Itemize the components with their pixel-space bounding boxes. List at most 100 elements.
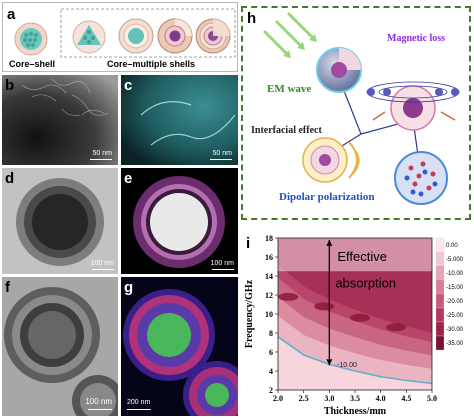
contour-peak <box>278 292 299 301</box>
panel-e-texture <box>133 176 225 268</box>
panel-f-scale-label: 100 nm <box>85 397 112 406</box>
panel-b-texture <box>2 75 118 165</box>
contour-label: -10.00 <box>337 362 357 369</box>
x-tick-label: 4.5 <box>401 394 411 403</box>
panel-g-texture <box>123 289 238 416</box>
panel-f-letter: f <box>5 279 10 296</box>
panel-d-texture <box>2 168 118 274</box>
panel-f-image: f 100 nm <box>2 277 118 416</box>
panel-h-graphics <box>263 12 460 205</box>
contour-peak <box>314 302 335 311</box>
effective-arrow-head-bottom <box>326 359 333 366</box>
annotation-absorption: absorption <box>335 275 396 290</box>
y-tick-label: 2 <box>269 386 273 395</box>
y-tick-label: 4 <box>269 367 273 376</box>
panel-b-scale-bar <box>90 158 112 160</box>
panel-e-letter: e <box>124 170 133 187</box>
colorbar-label: -30.00 <box>446 327 464 333</box>
panel-h-letter: h <box>247 10 257 27</box>
colorbar-swatch <box>435 279 445 295</box>
panel-d-scale-label: 100 nm <box>90 260 114 267</box>
panel-h-diagram: h EM wave Magnetic loss Interfacial effe… <box>241 6 471 220</box>
colorbar-label: -25.00 <box>446 313 464 319</box>
panel-b-letter: b <box>5 77 15 94</box>
magnetic-loss-label: Magnetic loss <box>387 33 446 44</box>
colorbar-swatch <box>435 265 445 281</box>
panel-e-image: e 100 nm <box>121 168 238 274</box>
colorbar-swatch <box>435 293 445 309</box>
x-tick-label: 5.0 <box>427 394 437 403</box>
panel-g-image: g 200 nm <box>121 277 238 416</box>
panel-f-texture <box>2 277 118 416</box>
panel-e-scale-label: 100 nm <box>210 260 234 267</box>
panel-i-chart: -10.00 Effective absorption 2.0 2.5 3.0 3.5 4.0… <box>244 234 464 416</box>
colorbar-label: -20.00 <box>446 299 464 305</box>
label-core-shell: Core–shell <box>9 59 56 69</box>
y-tick-label: 18 <box>265 234 273 243</box>
magnetic-sphere <box>366 81 460 131</box>
upper-fade <box>278 238 432 272</box>
y-axis-label: Frequency/GHz <box>244 279 255 348</box>
panel-e-scale-bar <box>212 268 234 270</box>
x-tick-label: 2.0 <box>273 394 283 403</box>
panel-c-scale-bar <box>210 158 232 160</box>
y-tick-label: 16 <box>265 253 273 262</box>
panel-c-scale-label: 50 nm <box>212 150 232 157</box>
panel-d-image: d 100 nm <box>2 168 118 274</box>
panel-c-texture <box>121 75 238 165</box>
panel-f-scale-bar <box>88 408 112 410</box>
x-axis-label: Thickness/mm <box>324 406 387 416</box>
core-shell-sphere <box>14 22 48 56</box>
panel-c-image: c 50 nm <box>121 75 238 165</box>
panel-g-scale-label: 200 nm <box>127 399 151 406</box>
x-tick-label: 2.5 <box>299 394 309 403</box>
panel-c-letter: c <box>124 77 133 94</box>
colorbar-swatch <box>435 335 445 351</box>
panel-b-scale-label: 50 nm <box>92 150 112 157</box>
central-sphere <box>316 47 362 93</box>
panel-g-scale-bar <box>127 408 151 410</box>
colorbar-label: -5.000 <box>446 257 464 263</box>
annotation-effective: Effective <box>337 249 387 264</box>
colorbar-swatch <box>435 251 445 267</box>
sphere-5 <box>195 18 231 54</box>
panel-i-letter: i <box>246 235 251 252</box>
rl-minus10-contour <box>277 336 433 385</box>
colorbar-swatch <box>435 307 445 323</box>
panel-g-letter: g <box>124 279 134 296</box>
em-wave-label: EM wave <box>267 83 312 95</box>
sphere-2 <box>72 20 106 54</box>
colorbar-label: -35.00 <box>446 341 464 347</box>
y-tick-label: 8 <box>269 329 273 338</box>
sphere-3 <box>118 18 154 54</box>
panel-a-letter: a <box>7 6 16 23</box>
interfacial-sphere <box>302 137 360 183</box>
panel-a-schematics <box>14 8 236 58</box>
x-tick-label: 3.5 <box>350 394 360 403</box>
panel-d-letter: d <box>5 170 15 187</box>
y-tick-label: 14 <box>265 272 273 281</box>
colorbar-label: -10.00 <box>446 271 464 277</box>
colorbar-label: -15.00 <box>446 285 464 291</box>
y-tick-label: 10 <box>265 310 273 319</box>
sphere-4 <box>157 18 193 54</box>
interfacial-effect-label: Interfacial effect <box>251 125 322 136</box>
panel-b-image: b 50 nm <box>2 75 118 165</box>
colorbar-swatch <box>435 321 445 337</box>
label-core-multiple-shells: Core–multiple shells <box>107 59 196 69</box>
colorbar-swatch <box>435 237 445 253</box>
panel-a: a <box>2 2 238 72</box>
x-tick-label: 4.0 <box>376 394 386 403</box>
panel-d-scale-bar <box>92 268 114 270</box>
y-tick-label: 12 <box>265 291 273 300</box>
dipolar-sphere <box>394 151 448 205</box>
x-tick-label: 3.0 <box>324 394 334 403</box>
effective-arrow-head-top <box>326 239 333 246</box>
em-wave-arrows <box>263 12 317 58</box>
contour-peak <box>350 313 371 322</box>
contour-peak <box>386 323 407 332</box>
y-tick-label: 6 <box>269 348 273 357</box>
multiple-shells-box <box>60 8 236 58</box>
colorbar-label: 0.00 <box>446 243 458 249</box>
dipolar-polarization-label: Dipolar polarization <box>279 191 375 203</box>
